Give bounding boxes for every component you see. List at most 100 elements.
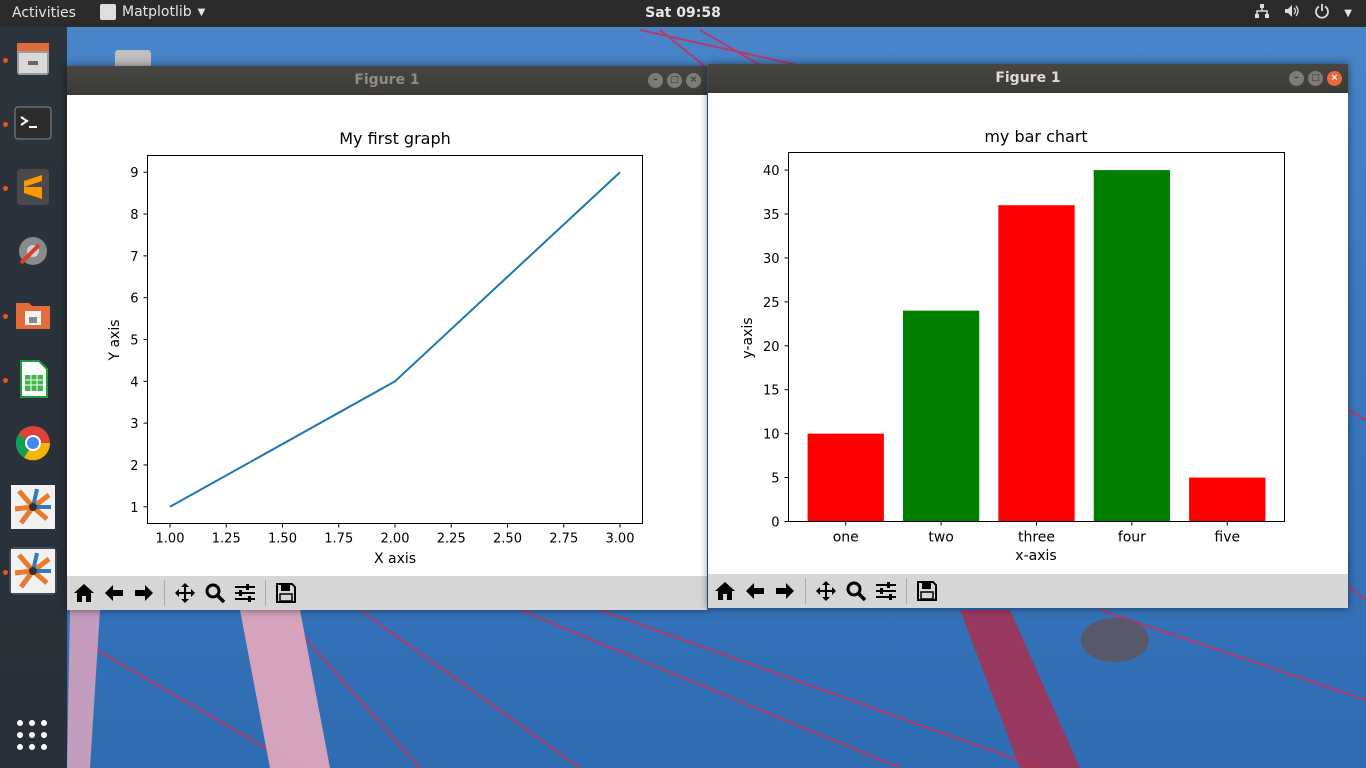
window-title: Figure 1: [995, 70, 1061, 86]
figure-window-line[interactable]: Figure 1 – □ × My first graph 1.00 1.25 1.…: [67, 66, 707, 610]
home-icon[interactable]: [711, 577, 739, 605]
x-tick-label: 2.75: [549, 532, 578, 547]
pan-icon[interactable]: [812, 577, 840, 605]
configure-subplots-icon[interactable]: [231, 579, 259, 607]
running-indicator: [3, 314, 8, 319]
x-tick-label: five: [1214, 530, 1240, 546]
home-icon[interactable]: [70, 579, 98, 607]
x-tick-label: one: [833, 530, 859, 546]
toolbar-separator: [805, 578, 806, 604]
chart-title: My first graph: [339, 129, 451, 148]
save-icon[interactable]: [913, 577, 941, 605]
y-tick-label: 2: [130, 459, 138, 474]
y-axis-label: Y axis: [107, 319, 123, 361]
back-arrow-icon[interactable]: [741, 577, 769, 605]
clock[interactable]: Sat 09:58: [645, 5, 721, 21]
bar-five: [1189, 477, 1266, 522]
x-tick-label: four: [1118, 530, 1146, 546]
x-axis-label: X axis: [374, 551, 416, 567]
file-manager-icon[interactable]: [9, 291, 57, 339]
chrome-icon[interactable]: [9, 419, 57, 467]
window-titlebar[interactable]: Figure 1 – □ ×: [708, 64, 1348, 93]
pan-icon[interactable]: [171, 579, 199, 607]
y-tick-label: 10: [763, 428, 780, 443]
y-tick-label: 20: [763, 340, 780, 355]
y-tick-label: 4: [130, 375, 138, 390]
sublime-text-icon[interactable]: [9, 163, 57, 211]
x-axis-label: x-axis: [1015, 548, 1056, 564]
terminal-icon[interactable]: [9, 99, 57, 147]
bar-two: [902, 310, 980, 522]
bar-three: [998, 205, 1075, 522]
show-applications-icon[interactable]: [17, 720, 49, 752]
figure-window-bar[interactable]: Figure 1 – □ × my bar chart one two three f…: [708, 64, 1348, 608]
chart-title: my bar chart: [984, 127, 1087, 146]
x-tick-label: 1.75: [324, 532, 353, 547]
y-tick-label: 35: [763, 208, 780, 223]
matplotlib-icon[interactable]: [9, 547, 57, 595]
app-menu[interactable]: Matplotlib ▼: [100, 4, 205, 20]
x-tick-label: 3.00: [606, 532, 635, 547]
x-tick-label: 2.50: [493, 532, 522, 547]
y-tick-label: 8: [130, 208, 138, 223]
y-tick-label: 1: [130, 501, 138, 516]
x-tick-label: 1.25: [212, 532, 241, 547]
y-tick-label: 15: [763, 384, 780, 399]
bar-four: [1093, 170, 1171, 522]
bar-one: [807, 433, 884, 522]
running-indicator: [3, 58, 8, 63]
close-button[interactable]: ×: [1327, 71, 1342, 86]
x-tick-label: 1.50: [268, 532, 297, 547]
y-tick-label: 30: [763, 252, 780, 267]
zoom-icon[interactable]: [201, 579, 229, 607]
running-indicator: [3, 570, 8, 575]
system-tray[interactable]: ▼: [1254, 3, 1352, 23]
maximize-button[interactable]: □: [667, 73, 682, 88]
matplotlib-icon[interactable]: [9, 483, 57, 531]
zoom-icon[interactable]: [842, 577, 870, 605]
window-titlebar[interactable]: Figure 1 – □ ×: [67, 66, 707, 95]
running-indicator: [3, 186, 8, 191]
y-tick-label: 6: [130, 292, 138, 307]
files-icon[interactable]: [9, 35, 57, 83]
app-menu-label: Matplotlib: [122, 4, 192, 20]
y-axis-label: y-axis: [740, 317, 756, 358]
bar-chart[interactable]: my bar chart one two three four five 0 5 10 15 2…: [708, 94, 1348, 574]
power-icon: [1314, 3, 1330, 23]
activities-button[interactable]: Activities: [12, 5, 76, 21]
x-tick-label: 2.25: [437, 532, 466, 547]
y-tick-label: 7: [130, 250, 138, 265]
y-tick-label: 3: [130, 417, 138, 432]
plot-area: [147, 155, 643, 524]
navigation-toolbar: [67, 576, 707, 610]
dock: [0, 27, 67, 768]
forward-arrow-icon[interactable]: [130, 579, 158, 607]
y-tick-label: 5: [771, 472, 779, 487]
chevron-down-icon: ▼: [197, 6, 206, 18]
toolbar-separator: [164, 580, 165, 606]
minimize-button[interactable]: –: [648, 73, 663, 88]
forward-arrow-icon[interactable]: [771, 577, 799, 605]
minimize-button[interactable]: –: [1289, 71, 1304, 86]
y-tick-label: 25: [763, 296, 780, 311]
running-indicator: [3, 378, 8, 383]
save-icon[interactable]: [272, 579, 300, 607]
y-tick-label: 40: [763, 164, 780, 179]
back-arrow-icon[interactable]: [100, 579, 128, 607]
network-icon: [1254, 3, 1270, 23]
y-tick-label: 0: [771, 516, 779, 531]
window-title: Figure 1: [354, 72, 420, 88]
x-tick-label: two: [928, 530, 954, 546]
toolbar-separator: [906, 578, 907, 604]
spreadsheet-icon[interactable]: [9, 355, 57, 403]
toolbar-separator: [265, 580, 266, 606]
y-tick-label: 9: [130, 166, 138, 181]
x-tick-label: 1.00: [156, 532, 185, 547]
line-chart[interactable]: My first graph 1.00 1.25 1.50 1.75 2.00 2.25 2…: [67, 96, 707, 576]
settings-icon[interactable]: [9, 227, 57, 275]
configure-subplots-icon[interactable]: [872, 577, 900, 605]
close-button[interactable]: ×: [686, 73, 701, 88]
chevron-down-icon: ▼: [1344, 7, 1352, 19]
maximize-button[interactable]: □: [1308, 71, 1323, 86]
